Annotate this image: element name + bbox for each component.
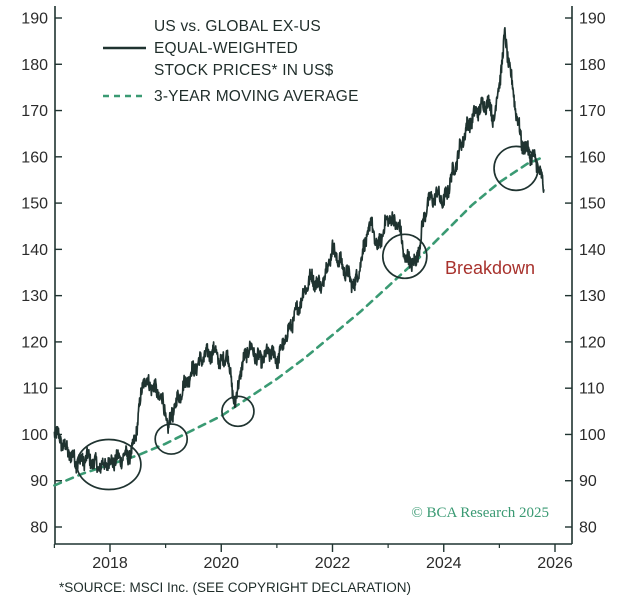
y-tick-label-left: 90: [30, 473, 48, 490]
legend-moving-avg-label: 3-YEAR MOVING AVERAGE: [154, 88, 359, 105]
y-tick-label-left: 130: [21, 288, 48, 305]
series-line-us-vs-global: [53, 26, 545, 474]
highlight-circle: [76, 438, 142, 491]
legend-series-label-line-3: STOCK PRICES* IN US$: [154, 62, 334, 79]
y-tick-label-left: 140: [21, 242, 48, 259]
series-line-moving-average: [53, 155, 546, 487]
highlight-circle: [381, 233, 428, 280]
y-tick-label-left: 180: [21, 57, 48, 74]
y-tick-label-left: 120: [21, 334, 48, 351]
x-tick-label: 2024: [426, 555, 462, 572]
source-footnote: *SOURCE: MSCI Inc. (SEE COPYRIGHT DECLAR…: [59, 580, 411, 595]
y-tick-label-left: 80: [30, 520, 48, 537]
breakdown-annotation: Breakdown: [445, 258, 535, 278]
y-tick-label-right: 190: [579, 11, 606, 28]
y-tick-label-left: 170: [21, 103, 48, 120]
legend-series-label-line-1: US vs. GLOBAL EX-US: [154, 18, 321, 35]
x-tick-label: 2026: [537, 555, 573, 572]
x-tick-label: 2018: [92, 555, 128, 572]
y-tick-label-right: 140: [579, 242, 606, 259]
y-tick-label-left: 150: [21, 196, 48, 213]
highlight-circle: [493, 145, 539, 192]
y-tick-label-left: 160: [21, 149, 48, 166]
legend-series-label-line-2: EQUAL-WEIGHTED: [154, 40, 298, 57]
y-tick-label-right: 90: [579, 473, 597, 490]
y-tick-label-left: 100: [21, 427, 48, 444]
y-tick-label-right: 180: [579, 57, 606, 74]
y-tick-label-left: 110: [22, 381, 48, 398]
y-tick-label-right: 170: [579, 103, 606, 120]
y-tick-label-right: 80: [579, 520, 597, 537]
bca-credit: © BCA Research 2025: [411, 505, 549, 521]
y-tick-label-left: 190: [21, 11, 48, 28]
highlight-circle: [221, 395, 255, 428]
y-tick-label-right: 120: [579, 334, 606, 351]
x-tick-label: 2022: [315, 555, 351, 572]
highlight-circle: [154, 423, 189, 455]
x-tick-label: 2020: [203, 555, 239, 572]
y-tick-label-right: 100: [579, 427, 606, 444]
y-tick-label-right: 160: [579, 149, 606, 166]
y-tick-label-right: 150: [579, 196, 606, 213]
y-tick-label-right: 110: [579, 381, 605, 398]
y-tick-label-right: 130: [579, 288, 606, 305]
